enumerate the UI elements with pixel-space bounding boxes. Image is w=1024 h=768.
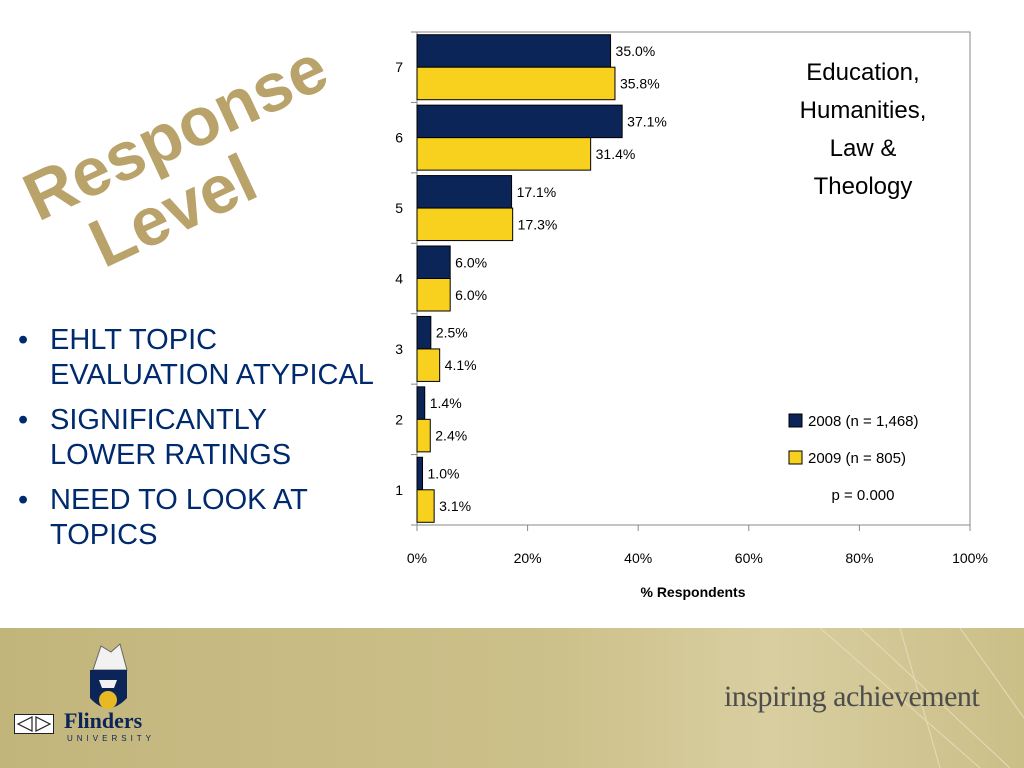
bar-2008-level-3 [416, 315, 432, 350]
category-label: 2 [395, 411, 403, 427]
legend-swatch [788, 450, 803, 465]
data-label: 4.1% [445, 357, 477, 373]
x-axis-title: % Respondents [640, 584, 745, 600]
bar-2008-level-2 [416, 386, 426, 420]
data-label: 1.4% [430, 395, 462, 411]
bar-2009-level-3 [416, 348, 441, 382]
data-label: 2.4% [435, 428, 467, 444]
footer: Flinders UNIVERSITY inspiring achievemen… [0, 628, 1024, 768]
x-tick-label: 0% [407, 550, 427, 566]
data-label: 17.1% [517, 184, 557, 200]
chart-title-line: Humanities, [800, 97, 927, 124]
chart-title-line: Law & [830, 135, 897, 162]
bar-2008-level-6 [416, 104, 623, 139]
data-label: 6.0% [455, 254, 487, 270]
legend-label: 2008 (n = 1,468) [808, 413, 919, 430]
bar-2009-level-5 [416, 207, 514, 242]
data-label: 35.0% [616, 43, 656, 59]
bar-2009-level-4 [416, 278, 451, 312]
x-tick-label: 100% [952, 550, 988, 566]
category-label: 3 [395, 341, 403, 357]
x-tick-label: 60% [735, 550, 763, 566]
x-tick-label: 20% [514, 550, 542, 566]
bar-2009-level-6 [416, 137, 592, 171]
category-label: 5 [395, 200, 403, 216]
data-label: 35.8% [620, 75, 660, 91]
footer-decoration [90, 628, 1024, 768]
bar-2008-level-4 [416, 245, 451, 279]
nav-arrows-icon[interactable] [14, 714, 54, 734]
bar-2009-level-2 [416, 418, 431, 453]
bar-2009-level-7 [416, 66, 616, 101]
data-label: 3.1% [439, 498, 471, 514]
data-label: 1.0% [428, 466, 460, 482]
category-label: 4 [395, 271, 403, 287]
university-crest-icon [90, 643, 128, 709]
bar-2009-level-1 [416, 489, 435, 523]
chart-title-line: Education, [806, 59, 919, 86]
x-tick-label: 80% [845, 550, 873, 566]
category-label: 1 [395, 482, 403, 498]
bar-chart: 1.0% 3.1% 1 1.4% 2.4% 2 2.5% 4.1% 3 6.0% 6.0% 4 17.1… [395, 31, 988, 600]
chart-title-line: Theology [814, 173, 913, 200]
university-wordmark: Flinders [64, 708, 143, 733]
p-value-annotation: p = 0.000 [832, 487, 895, 504]
legend-swatch [788, 413, 803, 428]
bar-2008-level-1 [416, 456, 424, 491]
bar-2008-level-5 [416, 175, 513, 209]
x-tick-label: 40% [624, 550, 652, 566]
legend-label: 2009 (n = 805) [808, 450, 906, 467]
bullet-item: EHLT TOPIC EVALUATION ATYPICAL [14, 323, 374, 393]
bar-2008-level-7 [416, 34, 612, 68]
bullet-list: EHLT TOPIC EVALUATION ATYPICAL SIGNIFICA… [14, 323, 374, 563]
data-label: 17.3% [518, 216, 558, 232]
category-label: 6 [395, 130, 403, 146]
side-title: Response Level [12, 29, 339, 282]
bullet-item: SIGNIFICANTLY LOWER RATINGS [14, 403, 374, 473]
category-label: 7 [395, 59, 403, 75]
footer-slogan: inspiring achievement [724, 680, 980, 713]
bullet-item: NEED TO LOOK AT TOPICS [14, 483, 374, 553]
data-label: 37.1% [627, 113, 667, 129]
university-subtitle: UNIVERSITY [67, 734, 156, 743]
data-label: 6.0% [455, 287, 487, 303]
data-label: 2.5% [436, 325, 468, 341]
data-label: 31.4% [596, 146, 636, 162]
